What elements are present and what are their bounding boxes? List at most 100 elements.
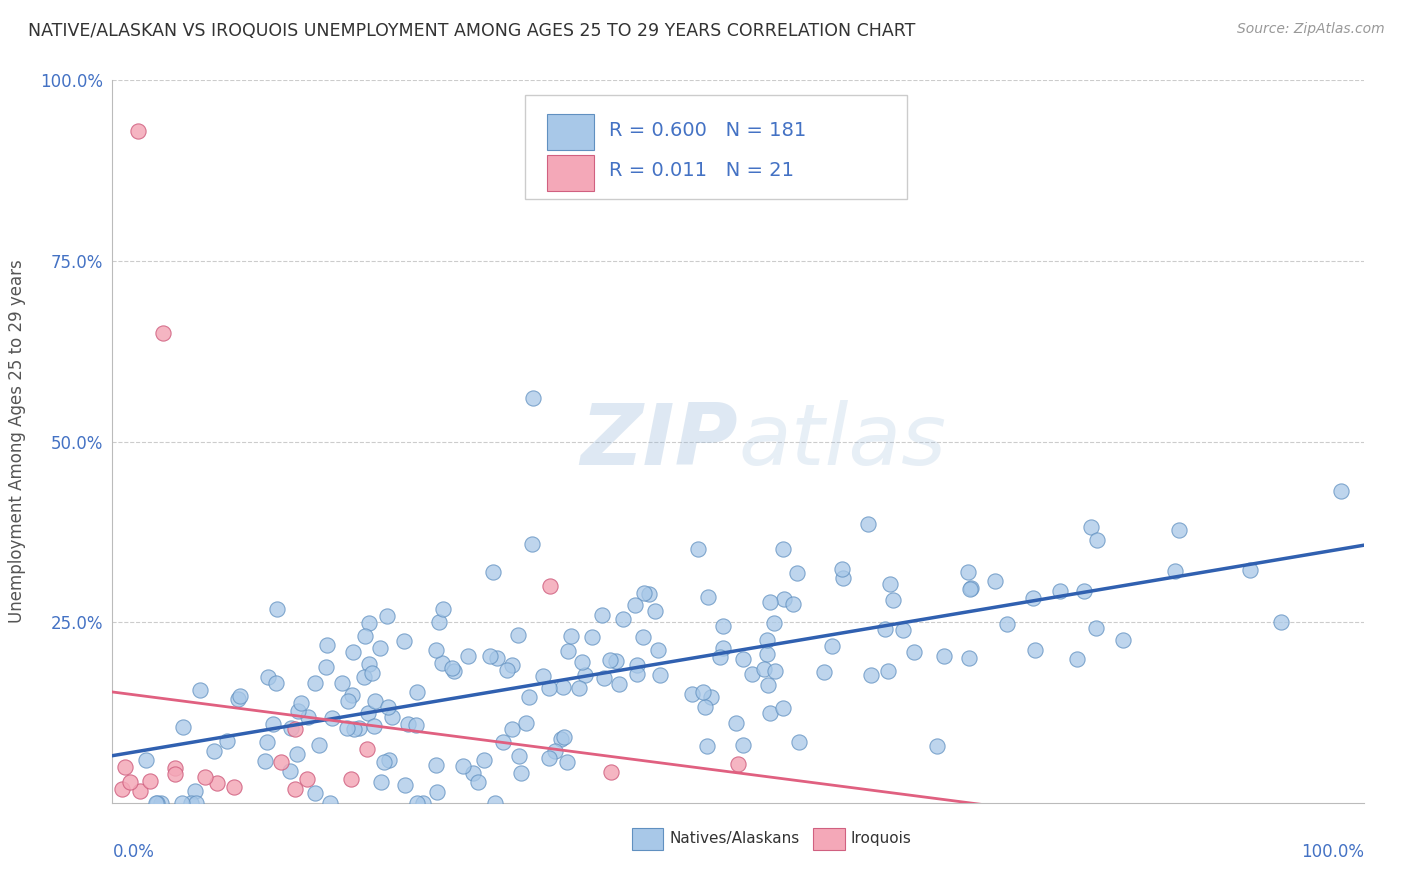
Point	[492, 734, 515, 748]
Point	[363, 719, 385, 733]
Point	[501, 658, 523, 673]
Point	[591, 607, 613, 622]
Point	[425, 642, 447, 657]
Point	[222, 780, 245, 795]
Point	[412, 796, 434, 810]
Text: 0.0%: 0.0%	[112, 843, 155, 861]
Point	[568, 681, 591, 695]
Point	[457, 649, 479, 664]
Point	[308, 738, 330, 752]
Point	[1270, 615, 1292, 630]
Point	[139, 774, 162, 789]
Point	[1073, 583, 1095, 598]
Point	[405, 796, 427, 810]
Point	[537, 751, 560, 765]
Bar	[631, 828, 664, 850]
Point	[228, 692, 250, 706]
Point	[550, 732, 572, 747]
Point	[432, 602, 454, 616]
Point	[336, 721, 359, 735]
Point	[821, 639, 844, 653]
Point	[378, 753, 401, 767]
Point	[711, 619, 734, 633]
Text: Natives/Alaskans: Natives/Alaskans	[669, 831, 800, 847]
Point	[114, 760, 136, 774]
Point	[486, 651, 509, 665]
Point	[681, 687, 703, 701]
Point	[501, 722, 523, 736]
Point	[1024, 643, 1046, 657]
Point	[163, 767, 186, 781]
Point	[626, 666, 648, 681]
Point	[860, 668, 883, 682]
Point	[607, 676, 630, 690]
Text: 100.0%: 100.0%	[1301, 843, 1364, 861]
Point	[510, 765, 533, 780]
Point	[287, 705, 309, 719]
Point	[626, 658, 648, 673]
Point	[321, 711, 343, 725]
Point	[599, 653, 621, 667]
Point	[152, 326, 174, 340]
Point	[1080, 520, 1102, 534]
Point	[1239, 563, 1261, 577]
Point	[647, 642, 669, 657]
Bar	[547, 154, 595, 191]
Point	[1164, 564, 1187, 578]
Point	[756, 633, 779, 648]
Point	[695, 700, 717, 714]
Point	[517, 690, 540, 704]
Point	[340, 688, 363, 702]
Point	[257, 670, 280, 684]
Point	[756, 678, 779, 692]
Point	[266, 602, 288, 616]
FancyBboxPatch shape	[526, 95, 907, 200]
Point	[571, 656, 593, 670]
Point	[1085, 533, 1108, 547]
Point	[120, 775, 142, 789]
Point	[782, 597, 804, 611]
Point	[315, 660, 337, 674]
Point	[381, 709, 404, 723]
Point	[392, 634, 415, 648]
Point	[925, 739, 948, 754]
Point	[612, 612, 634, 626]
Text: R = 0.600   N = 181: R = 0.600 N = 181	[609, 121, 807, 140]
Point	[544, 744, 567, 758]
Point	[356, 742, 378, 756]
Point	[1084, 621, 1107, 635]
Point	[262, 717, 284, 731]
Point	[284, 781, 307, 796]
Point	[551, 680, 574, 694]
Point	[1168, 523, 1191, 537]
Point	[934, 649, 956, 664]
Point	[172, 720, 194, 734]
Point	[145, 796, 167, 810]
Point	[692, 685, 714, 699]
Point	[772, 592, 794, 607]
Point	[290, 696, 312, 710]
Point	[520, 537, 543, 551]
Point	[443, 664, 465, 678]
Text: R = 0.011   N = 21: R = 0.011 N = 21	[609, 161, 794, 180]
Point	[1330, 484, 1353, 499]
Point	[891, 623, 914, 637]
Point	[759, 706, 782, 721]
Point	[256, 734, 278, 748]
Point	[574, 668, 596, 682]
Text: NATIVE/ALASKAN VS IROQUOIS UNEMPLOYMENT AMONG AGES 25 TO 29 YEARS CORRELATION CH: NATIVE/ALASKAN VS IROQUOIS UNEMPLOYMENT …	[28, 22, 915, 40]
Point	[731, 739, 754, 753]
Point	[190, 682, 212, 697]
Point	[340, 772, 363, 786]
Point	[481, 565, 503, 579]
Point	[405, 718, 427, 732]
Point	[1021, 591, 1043, 605]
Point	[184, 796, 207, 810]
Point	[557, 644, 579, 658]
Point	[688, 541, 710, 556]
Point	[343, 722, 366, 736]
Point	[755, 647, 778, 661]
Point	[983, 574, 1005, 588]
Point	[873, 622, 896, 636]
Point	[207, 775, 229, 789]
